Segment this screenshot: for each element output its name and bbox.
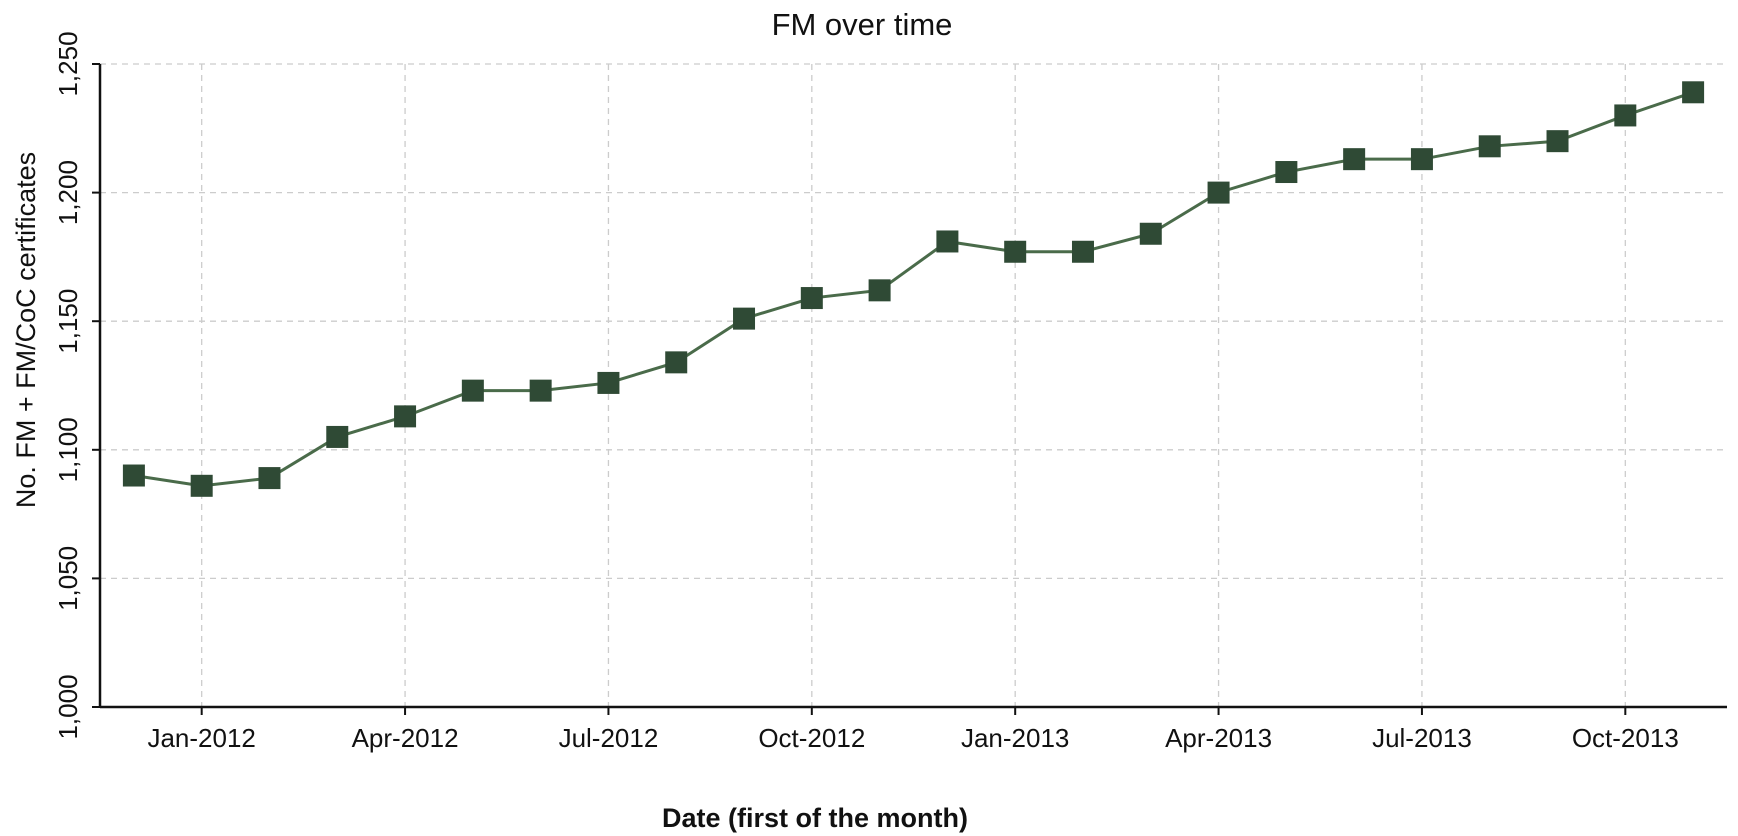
x-tick-label: Oct-2013	[1572, 723, 1679, 753]
point-marker	[1546, 130, 1569, 153]
x-tick-label: Jan-2013	[961, 723, 1069, 753]
point-marker	[733, 307, 756, 330]
y-tick-label: 1,200	[53, 160, 83, 225]
point-marker	[1275, 161, 1298, 184]
point-marker	[122, 464, 145, 487]
point-marker	[800, 287, 823, 310]
y-axis-label: No. FM + FM/CoC certificates	[11, 152, 41, 508]
x-tick-label: Jul-2012	[559, 723, 659, 753]
point-marker	[190, 474, 213, 497]
chart-title: FM over time	[772, 7, 953, 42]
point-marker	[597, 371, 620, 394]
point-marker	[1207, 181, 1230, 204]
x-axis-label: Date (first of the month)	[662, 803, 968, 833]
point-marker	[1614, 104, 1637, 127]
y-tick-label: 1,000	[53, 674, 83, 739]
y-tick-label: 1,250	[53, 31, 83, 96]
point-marker	[1410, 148, 1433, 171]
point-marker	[461, 379, 484, 402]
point-marker	[1004, 240, 1027, 263]
x-tick-label: Jul-2013	[1372, 723, 1472, 753]
point-marker	[1071, 240, 1094, 263]
x-tick-label: Oct-2012	[758, 723, 865, 753]
point-marker	[394, 405, 417, 428]
y-tick-label: 1,050	[53, 546, 83, 611]
point-marker	[1682, 81, 1705, 104]
point-marker	[1139, 222, 1162, 245]
point-marker	[868, 279, 891, 302]
point-marker	[936, 230, 959, 253]
point-marker	[529, 379, 552, 402]
x-tick-label: Apr-2013	[1165, 723, 1272, 753]
y-tick-label: 1,150	[53, 289, 83, 354]
point-marker	[326, 425, 349, 448]
x-tick-label: Apr-2012	[352, 723, 459, 753]
point-marker	[665, 351, 688, 374]
series-line	[133, 90, 1694, 488]
point-marker	[258, 467, 281, 490]
y-tick-label: 1,100	[53, 417, 83, 482]
x-tick-label: Jan-2012	[147, 723, 255, 753]
point-marker	[1343, 148, 1366, 171]
point-marker	[1478, 135, 1501, 158]
